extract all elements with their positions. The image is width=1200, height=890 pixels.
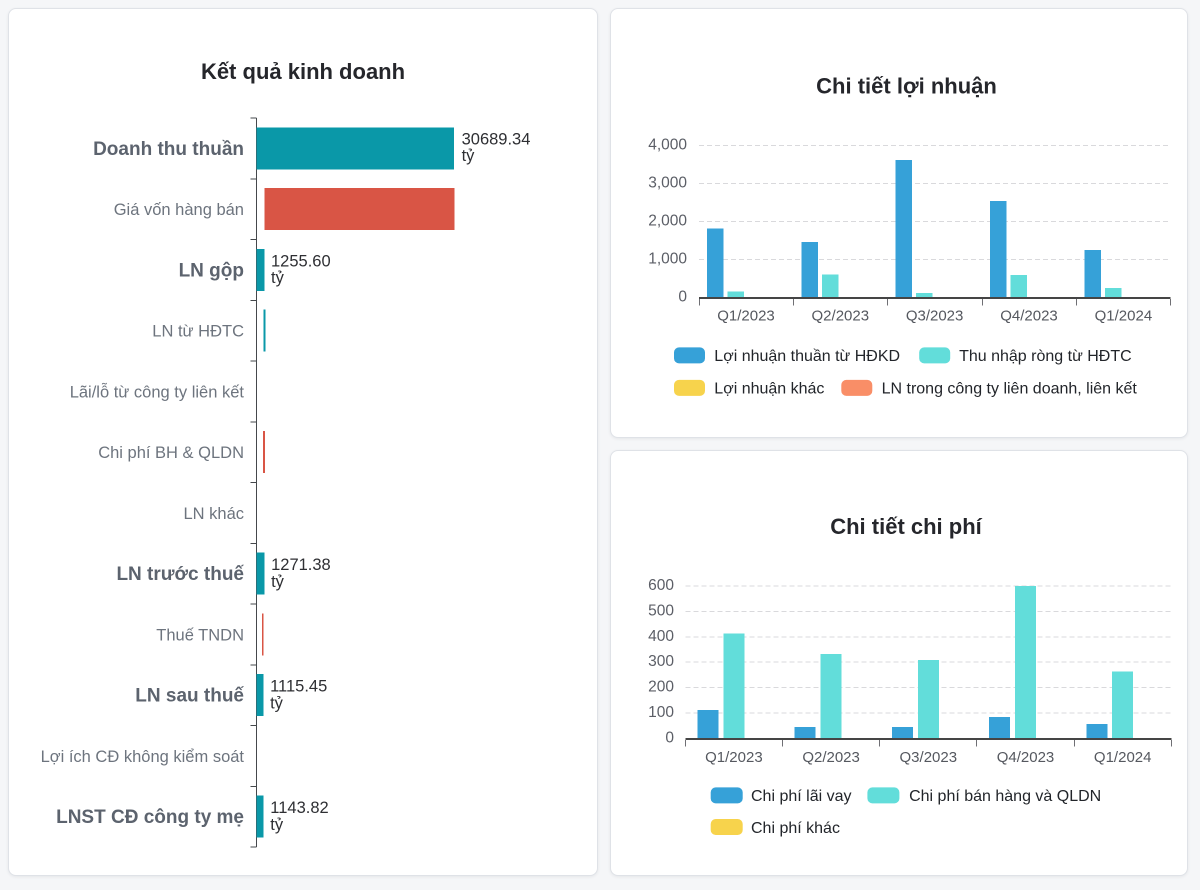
svg-text:2,000: 2,000 [648, 212, 687, 229]
svg-text:Thuế TNDN: Thuế TNDN [156, 626, 244, 644]
svg-text:Q2/2023: Q2/2023 [812, 308, 870, 325]
svg-text:3,000: 3,000 [648, 174, 687, 191]
svg-text:Chi phí BH & QLDN: Chi phí BH & QLDN [98, 444, 244, 462]
svg-text:Chi phí lãi vay: Chi phí lãi vay [751, 788, 852, 805]
svg-text:Doanh thu thuần: Doanh thu thuần [93, 139, 244, 160]
svg-text:Q4/2023: Q4/2023 [1000, 308, 1058, 325]
svg-text:0: 0 [678, 289, 687, 306]
svg-text:Giá vốn hàng bán: Giá vốn hàng bán [114, 201, 244, 219]
svg-text:600: 600 [648, 577, 674, 594]
svg-text:Lãi/lỗ từ công ty liên kết: Lãi/lỗ từ công ty liên kết [70, 382, 245, 401]
svg-text:0: 0 [665, 729, 674, 746]
svg-text:Q1/2023: Q1/2023 [705, 749, 763, 766]
svg-text:Q1/2024: Q1/2024 [1095, 308, 1153, 325]
svg-text:tỷ: tỷ [271, 573, 285, 591]
svg-text:tỷ: tỷ [270, 816, 284, 834]
svg-text:1271.38: 1271.38 [271, 556, 331, 574]
svg-text:Lợi nhuận thuần từ HĐKD: Lợi nhuận thuần từ HĐKD [714, 348, 900, 365]
svg-text:1255.60: 1255.60 [271, 253, 331, 271]
svg-text:Lợi ích CĐ không kiểm soát: Lợi ích CĐ không kiểm soát [41, 748, 245, 766]
svg-text:100: 100 [648, 704, 674, 721]
svg-text:Kết quả kinh doanh: Kết quả kinh doanh [201, 59, 405, 84]
svg-text:Thu nhập ròng từ HĐTC: Thu nhập ròng từ HĐTC [959, 348, 1132, 365]
svg-text:400: 400 [648, 628, 674, 645]
svg-text:Q4/2023: Q4/2023 [997, 749, 1055, 766]
svg-text:tỷ: tỷ [270, 694, 284, 712]
svg-text:LN từ HĐTC: LN từ HĐTC [152, 323, 244, 341]
svg-text:Lợi nhuận khác: Lợi nhuận khác [714, 381, 824, 398]
svg-text:200: 200 [648, 679, 674, 696]
svg-text:Q2/2023: Q2/2023 [802, 749, 860, 766]
svg-text:Q1/2024: Q1/2024 [1094, 749, 1152, 766]
svg-text:Q1/2023: Q1/2023 [717, 308, 775, 325]
svg-text:Q3/2023: Q3/2023 [906, 308, 964, 325]
svg-text:4,000: 4,000 [648, 136, 687, 153]
svg-text:1115.45: 1115.45 [270, 678, 327, 696]
svg-text:LNST CĐ công ty mẹ: LNST CĐ công ty mẹ [56, 807, 244, 828]
svg-text:LN khác: LN khác [183, 505, 244, 523]
svg-text:LN gộp: LN gộp [179, 260, 244, 281]
svg-text:500: 500 [648, 602, 674, 619]
svg-text:LN trong công ty liên doanh, l: LN trong công ty liên doanh, liên kết [882, 381, 1138, 398]
svg-text:Chi tiết chi phí: Chi tiết chi phí [830, 514, 982, 539]
svg-text:tỷ: tỷ [462, 147, 476, 165]
svg-text:LN sau thuế: LN sau thuế [135, 686, 244, 707]
svg-text:Q3/2023: Q3/2023 [900, 749, 958, 766]
svg-text:tỷ: tỷ [271, 269, 285, 287]
svg-text:1,000: 1,000 [648, 251, 687, 268]
svg-text:Chi tiết lợi nhuận: Chi tiết lợi nhuận [816, 74, 997, 99]
svg-text:30689.34: 30689.34 [462, 131, 531, 149]
svg-text:Chi phí khác: Chi phí khác [751, 820, 840, 837]
svg-text:LN trước thuế: LN trước thuế [116, 564, 244, 585]
svg-text:1143.82: 1143.82 [270, 799, 328, 817]
svg-text:Chi phí bán hàng và QLDN: Chi phí bán hàng và QLDN [909, 788, 1101, 805]
svg-text:300: 300 [648, 653, 674, 670]
